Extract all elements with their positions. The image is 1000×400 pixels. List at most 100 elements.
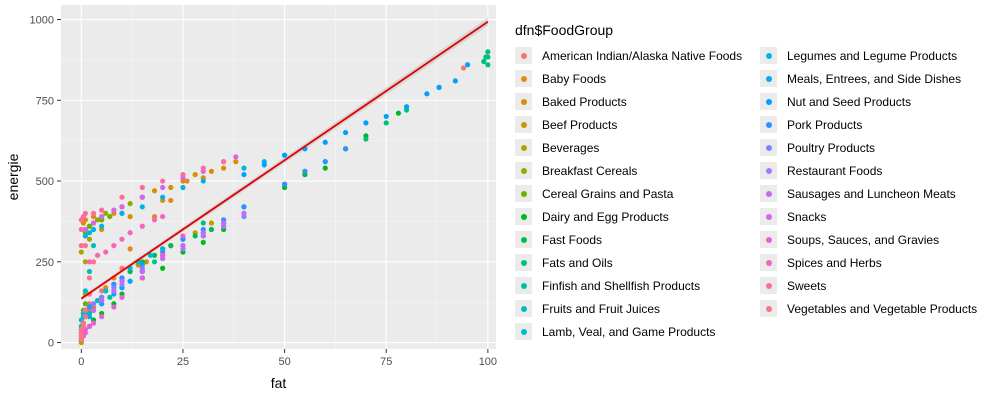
data-point: [86, 236, 93, 242]
legend-item: Dairy and Egg Products: [515, 205, 760, 228]
data-point: [200, 239, 206, 246]
data-point: [111, 304, 117, 310]
minor-gridlines: [61, 5, 496, 349]
legend-item: Vegetables and Vegetable Products: [760, 297, 985, 320]
legend-key: [760, 300, 777, 317]
legend-item: Restaurant Foods: [760, 159, 985, 182]
legend-key: [515, 208, 532, 225]
legend-dot-icon: [520, 190, 527, 197]
legend-dot-icon: [765, 144, 772, 151]
data-point: [86, 323, 93, 329]
data-point: [383, 120, 389, 126]
legend-key: [515, 139, 532, 156]
legend-dot-icon: [520, 328, 527, 335]
data-point: [139, 184, 145, 191]
x-tick-label: 50: [278, 356, 290, 368]
data-point: [143, 259, 149, 265]
legend-key: [760, 47, 777, 64]
legend-dot-icon: [765, 52, 772, 59]
data-point: [233, 154, 239, 160]
data-point: [94, 217, 101, 223]
data-point: [82, 233, 88, 239]
data-point: [241, 171, 247, 178]
data-point: [200, 220, 206, 226]
legend-label: Spices and Herbs: [787, 255, 882, 270]
data-point: [139, 194, 145, 200]
legend-label: Vegetables and Vegetable Products: [787, 301, 978, 316]
y-tick-label: 0: [48, 338, 54, 350]
legend-dot-icon: [520, 75, 527, 82]
data-point: [168, 197, 174, 204]
legend-item: Breakfast Cereals: [515, 159, 760, 182]
data-point: [383, 113, 389, 120]
legend-label: Dairy and Egg Products: [542, 209, 669, 224]
legend-label: Soups, Sauces, and Gravies: [787, 232, 940, 247]
legend-key: [760, 162, 777, 179]
legend-item: Poultry Products: [760, 136, 985, 159]
data-point: [80, 320, 86, 326]
legend-column-2: Legumes and Legume Products Meals, Entree…: [760, 44, 985, 343]
data-point: [221, 159, 227, 165]
legend-key: [760, 70, 777, 87]
legend-label: Fast Foods: [542, 232, 603, 247]
data-point: [342, 146, 349, 152]
legend-dot-icon: [765, 282, 772, 289]
data-point: [94, 297, 101, 304]
y-tick-label: 750: [36, 95, 54, 107]
legend-item: Soups, Sauces, and Gravies: [760, 228, 985, 251]
x-axis-title: fat: [271, 375, 287, 391]
y-axis-title: energie: [5, 153, 21, 200]
legend-title: dfn$FoodGroup: [515, 22, 614, 38]
legend-dot-icon: [765, 236, 772, 243]
data-point: [200, 230, 206, 236]
data-point: [82, 288, 88, 294]
data-point: [119, 294, 125, 300]
data-point: [107, 213, 113, 220]
data-point: [119, 210, 125, 216]
data-point: [208, 220, 215, 226]
data-point: [78, 249, 84, 255]
data-point: [233, 159, 239, 165]
legend-item: Beef Products: [515, 113, 760, 136]
data-point: [221, 220, 227, 226]
data-point: [127, 213, 133, 220]
data-point: [111, 288, 117, 294]
data-point: [111, 207, 117, 213]
legend-dot-icon: [765, 98, 772, 105]
data-point: [180, 233, 186, 239]
data-point: [127, 230, 133, 236]
data-point: [90, 307, 97, 313]
legend-key: [760, 208, 777, 225]
legend-item: Snacks: [760, 205, 985, 228]
regression-line: [80, 21, 489, 300]
legend-label: Sweets: [787, 278, 827, 293]
legend-item: Legumes and Legume Products: [760, 44, 985, 67]
data-point: [302, 168, 308, 174]
data-point: [200, 165, 206, 171]
legend-key: [760, 254, 777, 271]
data-point: [78, 243, 84, 249]
data-point: [241, 210, 247, 216]
x-tick-label: 100: [479, 356, 497, 368]
y-tick-label: 250: [36, 257, 54, 269]
data-point: [99, 223, 105, 229]
legend-item: Pork Products: [760, 113, 985, 136]
data-point: [127, 246, 133, 252]
legend-key: [760, 277, 777, 294]
legend-dot-icon: [520, 305, 527, 312]
data-point: [192, 171, 198, 178]
data-point: [281, 152, 288, 158]
legend-label: Pork Products: [787, 117, 863, 132]
legend-dot-icon: [765, 259, 772, 266]
legend-label: Fats and Oils: [542, 255, 613, 270]
legend-item: Spices and Herbs: [760, 251, 985, 274]
data-point: [94, 252, 101, 258]
data-point: [395, 110, 402, 116]
data-point: [90, 243, 97, 249]
legend-item: Baby Foods: [515, 67, 760, 90]
data-point: [322, 139, 328, 145]
data-point: [342, 129, 349, 136]
data-point: [452, 78, 458, 84]
data-point: [436, 84, 442, 90]
